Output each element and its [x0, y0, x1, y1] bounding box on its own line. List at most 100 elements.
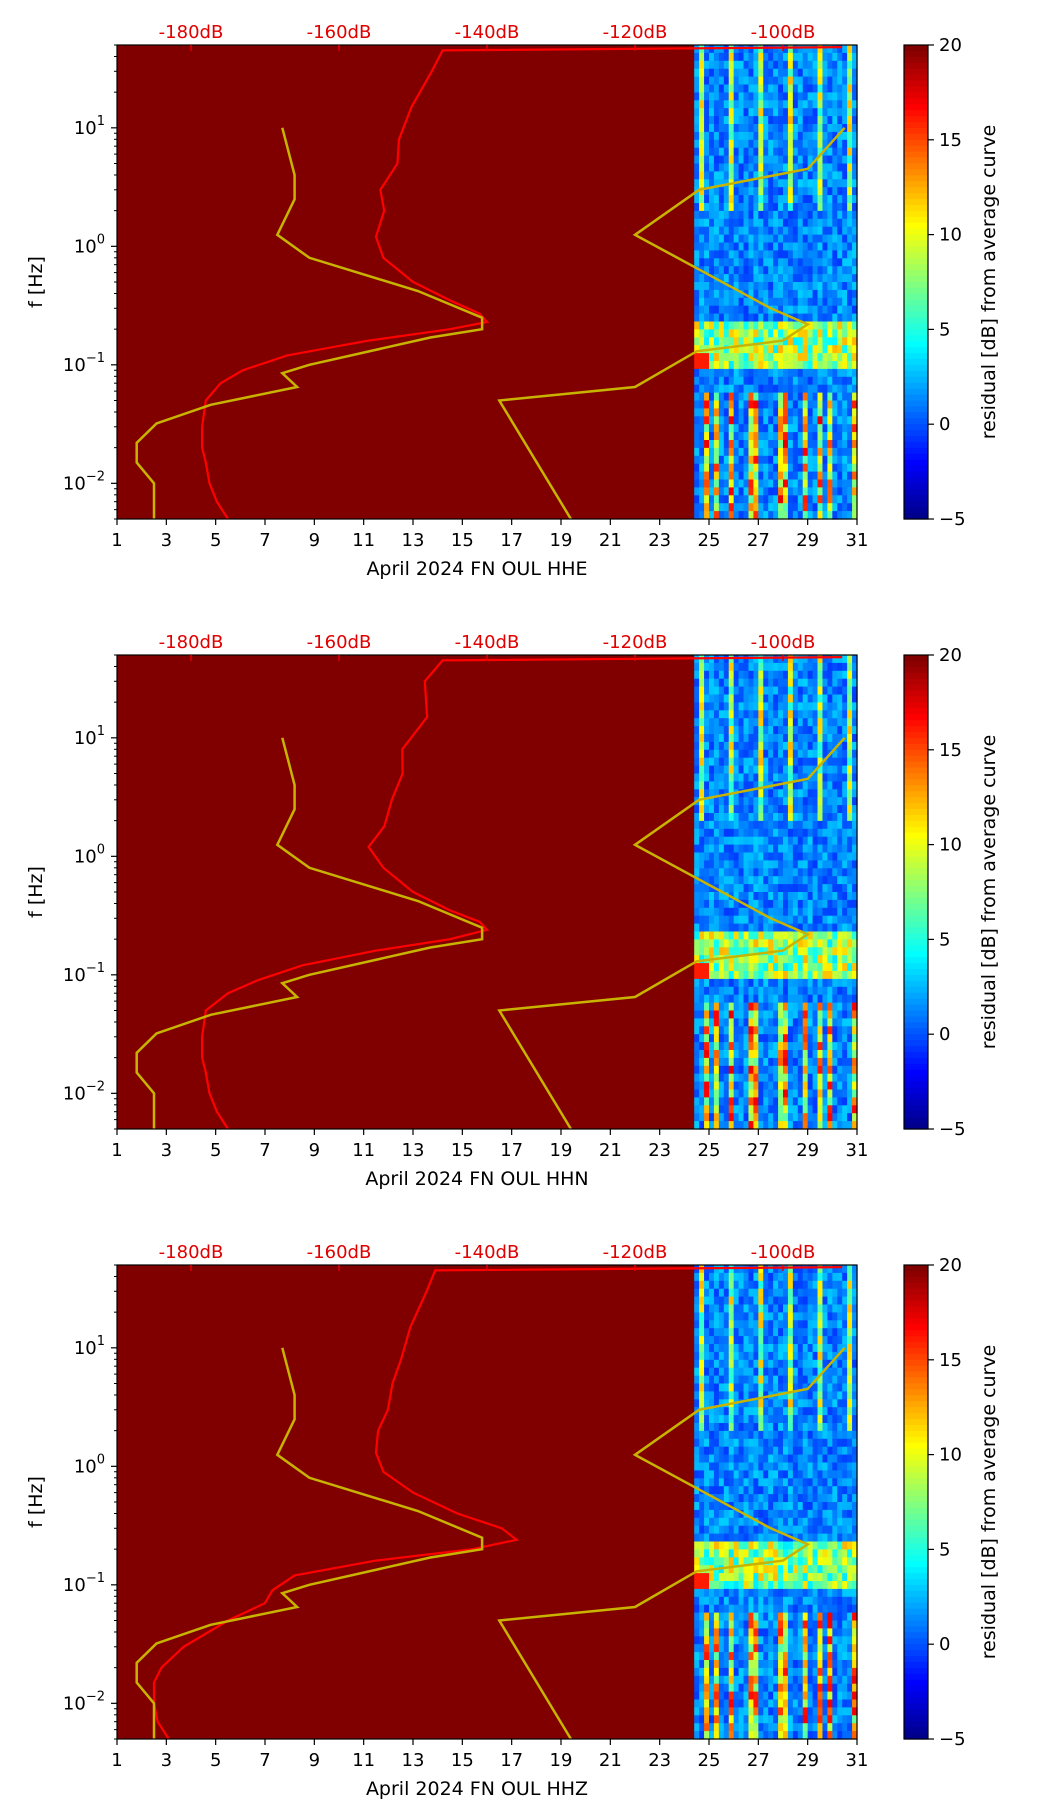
db-tick-label: -180dB	[159, 632, 224, 653]
high-noise-model-curve	[497, 126, 846, 520]
x-tick-label: 25	[698, 1750, 721, 1771]
x-tick-label: 27	[747, 530, 770, 551]
x-tick-label: 31	[846, 1750, 869, 1771]
db-tick-label: -100dB	[751, 22, 816, 43]
x-tick-label: 17	[500, 1140, 523, 1161]
colorbar-tick-label: 20	[939, 35, 962, 56]
db-tick-label: -160dB	[307, 1242, 372, 1263]
spectrogram	[694, 1265, 858, 1740]
colorbar-tick-label: 10	[939, 835, 962, 856]
colorbar-tick-label: −5	[939, 1119, 966, 1140]
x-tick-label: 23	[648, 530, 671, 551]
colorbar-tick-label: 5	[939, 929, 950, 950]
colorbar-tick-label: 5	[939, 319, 950, 340]
x-axis-label: April 2024 FN OUL HHE	[366, 558, 587, 580]
low-noise-model-curve	[135, 1347, 484, 1739]
y-tick-label: 101	[74, 114, 105, 139]
x-tick-label: 17	[500, 1750, 523, 1771]
y-tick-label: 10−1	[63, 1571, 105, 1596]
x-tick-label: 13	[402, 1750, 425, 1771]
y-tick-label: 100	[74, 842, 105, 867]
y-tick-label: 10−2	[63, 1689, 105, 1714]
x-tick-label: 19	[550, 530, 573, 551]
high-noise-model-curve	[497, 736, 846, 1130]
db-tick-label: -180dB	[159, 22, 224, 43]
x-tick-label: 9	[309, 1140, 320, 1161]
spectrogram	[694, 45, 858, 520]
psd-curve	[152, 1266, 843, 1740]
colorbar-tick-label: 15	[939, 130, 962, 151]
x-tick-label: 5	[210, 1140, 221, 1161]
x-tick-label: 3	[161, 1750, 172, 1771]
x-tick-label: 9	[309, 1750, 320, 1771]
low-noise-model-curve	[135, 127, 484, 519]
x-tick-label: 21	[599, 1140, 622, 1161]
colorbar: 20 15 10 5 0 −5 residual [dB] from average cur…	[903, 35, 1000, 530]
x-tick-label: 1	[111, 1140, 122, 1161]
db-tick-label: -120dB	[603, 1242, 668, 1263]
x-tick-label: 29	[796, 1750, 819, 1771]
low-noise-model-curve	[135, 737, 484, 1129]
x-tick-label: 1	[111, 1750, 122, 1771]
x-tick-label: 7	[259, 530, 270, 551]
x-tick-label: 5	[210, 1750, 221, 1771]
y-tick-label: 10−1	[63, 351, 105, 376]
x-tick-label: 19	[550, 1140, 573, 1161]
psd-curve	[201, 656, 843, 1130]
spectrogram	[694, 655, 858, 1130]
x-tick-label: 25	[698, 1140, 721, 1161]
y-axis-label: f [Hz]	[25, 256, 47, 308]
y-tick-label: 10−2	[63, 469, 105, 494]
db-tick-label: -160dB	[307, 632, 372, 653]
colorbar-tick-label: 20	[939, 1255, 962, 1276]
y-tick-label: 101	[74, 724, 105, 749]
x-tick-label: 7	[259, 1750, 270, 1771]
db-tick-label: -140dB	[455, 1242, 520, 1263]
x-axis-label: April 2024 FN OUL HHZ	[366, 1778, 588, 1800]
colorbar-tick-label: 0	[939, 414, 950, 435]
db-tick-label: -120dB	[603, 632, 668, 653]
colorbar-label: residual [dB] from average curve	[978, 735, 1000, 1050]
y-tick-label: 101	[74, 1334, 105, 1359]
y-tick-label: 10−2	[63, 1079, 105, 1104]
colorbar-tick-label: 0	[939, 1024, 950, 1045]
x-tick-label: 15	[451, 1140, 474, 1161]
x-tick-label: 29	[796, 530, 819, 551]
x-tick-label: 21	[599, 530, 622, 551]
y-axis-label: f [Hz]	[25, 866, 47, 918]
colorbar: 20 15 10 5 0 −5 residual [dB] from average cur…	[903, 645, 1000, 1140]
x-tick-label: 9	[309, 530, 320, 551]
x-tick-label: 29	[796, 1140, 819, 1161]
colorbar-tick-label: 15	[939, 740, 962, 761]
x-tick-label: 15	[451, 530, 474, 551]
db-tick-label: -160dB	[307, 22, 372, 43]
x-tick-label: 27	[747, 1140, 770, 1161]
x-tick-label: 23	[648, 1140, 671, 1161]
db-tick-label: -100dB	[751, 1242, 816, 1263]
colorbar-tick-label: 10	[939, 225, 962, 246]
db-tick-label: -180dB	[159, 1242, 224, 1263]
colorbar-tick-label: −5	[939, 1729, 966, 1750]
colorbar-label: residual [dB] from average curve	[978, 125, 1000, 440]
x-tick-label: 7	[259, 1140, 270, 1161]
x-tick-label: 13	[402, 1140, 425, 1161]
colorbar-label: residual [dB] from average curve	[978, 1345, 1000, 1660]
x-tick-label: 11	[352, 530, 375, 551]
y-tick-label: 100	[74, 1452, 105, 1477]
colorbar: 20 15 10 5 0 −5 residual [dB] from average cur…	[903, 1255, 1000, 1750]
x-tick-label: 21	[599, 1750, 622, 1771]
x-tick-label: 11	[352, 1140, 375, 1161]
colorbar-tick-label: 5	[939, 1539, 950, 1560]
y-tick-label: 10−1	[63, 961, 105, 986]
x-tick-label: 1	[111, 530, 122, 551]
db-tick-label: -100dB	[751, 632, 816, 653]
colorbar-tick-label: 0	[939, 1634, 950, 1655]
x-tick-label: 31	[846, 1140, 869, 1161]
x-tick-label: 23	[648, 1750, 671, 1771]
x-tick-label: 31	[846, 530, 869, 551]
x-axis-label: April 2024 FN OUL HHN	[365, 1168, 588, 1190]
db-tick-label: -120dB	[603, 22, 668, 43]
